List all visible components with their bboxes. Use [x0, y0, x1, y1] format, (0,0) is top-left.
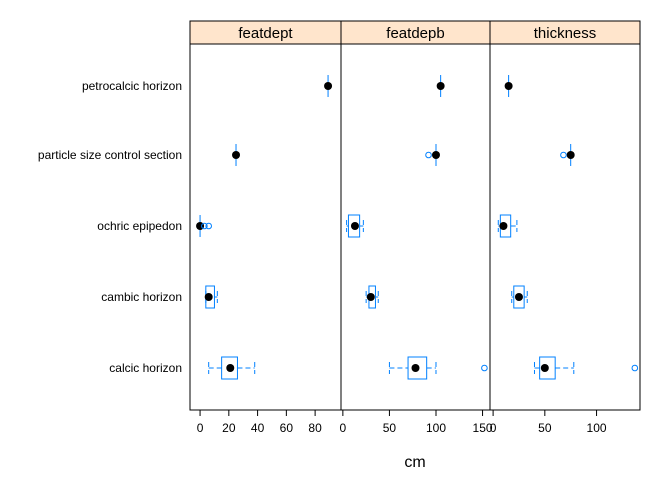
- median-dot: [366, 293, 375, 301]
- median-dot: [324, 82, 333, 90]
- panel-strip-label: featdepb: [386, 25, 444, 42]
- outlier-point: [481, 364, 488, 372]
- box-cambic-horizon: [365, 285, 379, 309]
- median-dot: [436, 82, 445, 90]
- x-axis-label: cm: [404, 454, 425, 471]
- panel-strip-label: featdept: [238, 25, 293, 42]
- box-iqr: [347, 214, 361, 238]
- median-dot: [226, 364, 235, 372]
- box-calcic-horizon: [208, 356, 256, 380]
- x-tick-label: 150: [473, 421, 493, 435]
- panel-frame: [189, 43, 342, 411]
- x-tick-label: 60: [280, 421, 294, 435]
- x-tick-label: 50: [538, 421, 552, 435]
- median-dot: [514, 293, 523, 301]
- box-iqr: [407, 356, 428, 380]
- box-marks: [196, 75, 639, 380]
- outlier-point: [631, 364, 639, 372]
- outlier-point: [205, 222, 212, 230]
- box-cambic-horizon: [204, 285, 218, 309]
- median-dot: [204, 293, 213, 301]
- y-category-label: calcic horizon: [109, 361, 182, 375]
- y-category-label: ochric epipedon: [97, 219, 182, 233]
- box-particle-size-control-section: [560, 144, 575, 166]
- box-calcic-horizon: [533, 356, 639, 380]
- box-petrocalcic-horizon: [504, 75, 513, 97]
- box-iqr: [539, 356, 556, 380]
- median-dot: [411, 364, 420, 372]
- median-dot: [540, 364, 549, 372]
- box-particle-size-control-section: [425, 144, 440, 166]
- median-dot: [499, 222, 508, 230]
- box-petrocalcic-horizon: [436, 75, 445, 97]
- box-ochric-epipedon: [346, 214, 364, 238]
- panel-frame: [340, 43, 491, 411]
- y-category-label: cambic horizon: [101, 290, 182, 304]
- panel-strip-label: thickness: [534, 25, 597, 42]
- x-tick-label: 20: [222, 421, 236, 435]
- median-dot: [504, 82, 513, 90]
- median-dot: [566, 151, 575, 159]
- outlier-point: [560, 151, 567, 159]
- x-tick-label: 80: [308, 421, 322, 435]
- box-petrocalcic-horizon: [324, 75, 333, 97]
- box-ochric-epipedon: [196, 215, 212, 237]
- box-iqr: [221, 356, 238, 380]
- panel-frame: [489, 43, 641, 411]
- x-tick-label: 40: [251, 421, 265, 435]
- box-calcic-horizon: [388, 356, 488, 380]
- panel-strips: featdept featdepb thickness: [189, 20, 641, 45]
- median-dot: [232, 151, 241, 159]
- y-category-label: petrocalcic horizon: [82, 79, 182, 93]
- y-category-label: particle size control section: [38, 148, 182, 162]
- panel-frames: [189, 43, 641, 411]
- median-dot: [350, 222, 359, 230]
- x-tick-label: 100: [426, 421, 446, 435]
- median-dot: [431, 151, 440, 159]
- x-tick-label: 0: [490, 421, 497, 435]
- outlier-point: [201, 222, 208, 230]
- x-tick-label: 0: [197, 421, 204, 435]
- box-ochric-epipedon: [497, 214, 518, 238]
- box-cambic-horizon: [511, 285, 528, 309]
- x-tick-label: 0: [340, 421, 347, 435]
- y-axis-labels: petrocalcic horizon particle size control…: [38, 79, 182, 375]
- outlier-point: [425, 151, 432, 159]
- x-tick-label: 100: [587, 421, 607, 435]
- box-particle-size-control-section: [232, 144, 241, 166]
- box-iqr: [513, 285, 525, 309]
- x-tick-label: 50: [383, 421, 397, 435]
